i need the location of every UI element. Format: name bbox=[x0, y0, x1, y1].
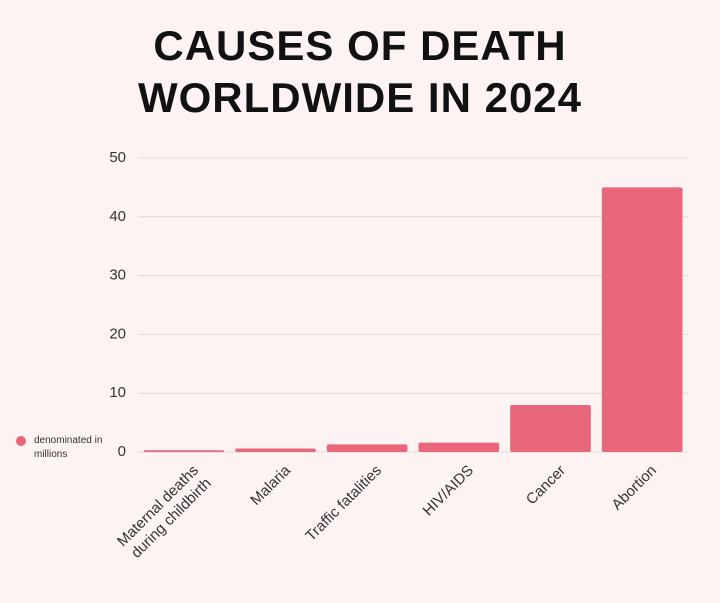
y-tick-label: 20 bbox=[109, 325, 126, 342]
chart-title: CAUSES OF DEATH WORLDWIDE IN 2024 bbox=[137, 22, 583, 121]
bar bbox=[143, 450, 225, 452]
bar bbox=[418, 442, 500, 452]
bar bbox=[235, 448, 316, 452]
bar bbox=[326, 444, 408, 452]
bar bbox=[510, 404, 591, 452]
y-tick-label: 50 bbox=[109, 149, 126, 166]
legend-label: denominated in millions bbox=[34, 435, 103, 460]
bar bbox=[601, 187, 683, 452]
y-tick-label: 10 bbox=[109, 384, 126, 401]
y-tick-label: 40 bbox=[109, 208, 126, 225]
legend-marker bbox=[16, 436, 26, 446]
y-tick-label: 0 bbox=[118, 443, 126, 460]
y-tick-label: 30 bbox=[109, 267, 126, 284]
